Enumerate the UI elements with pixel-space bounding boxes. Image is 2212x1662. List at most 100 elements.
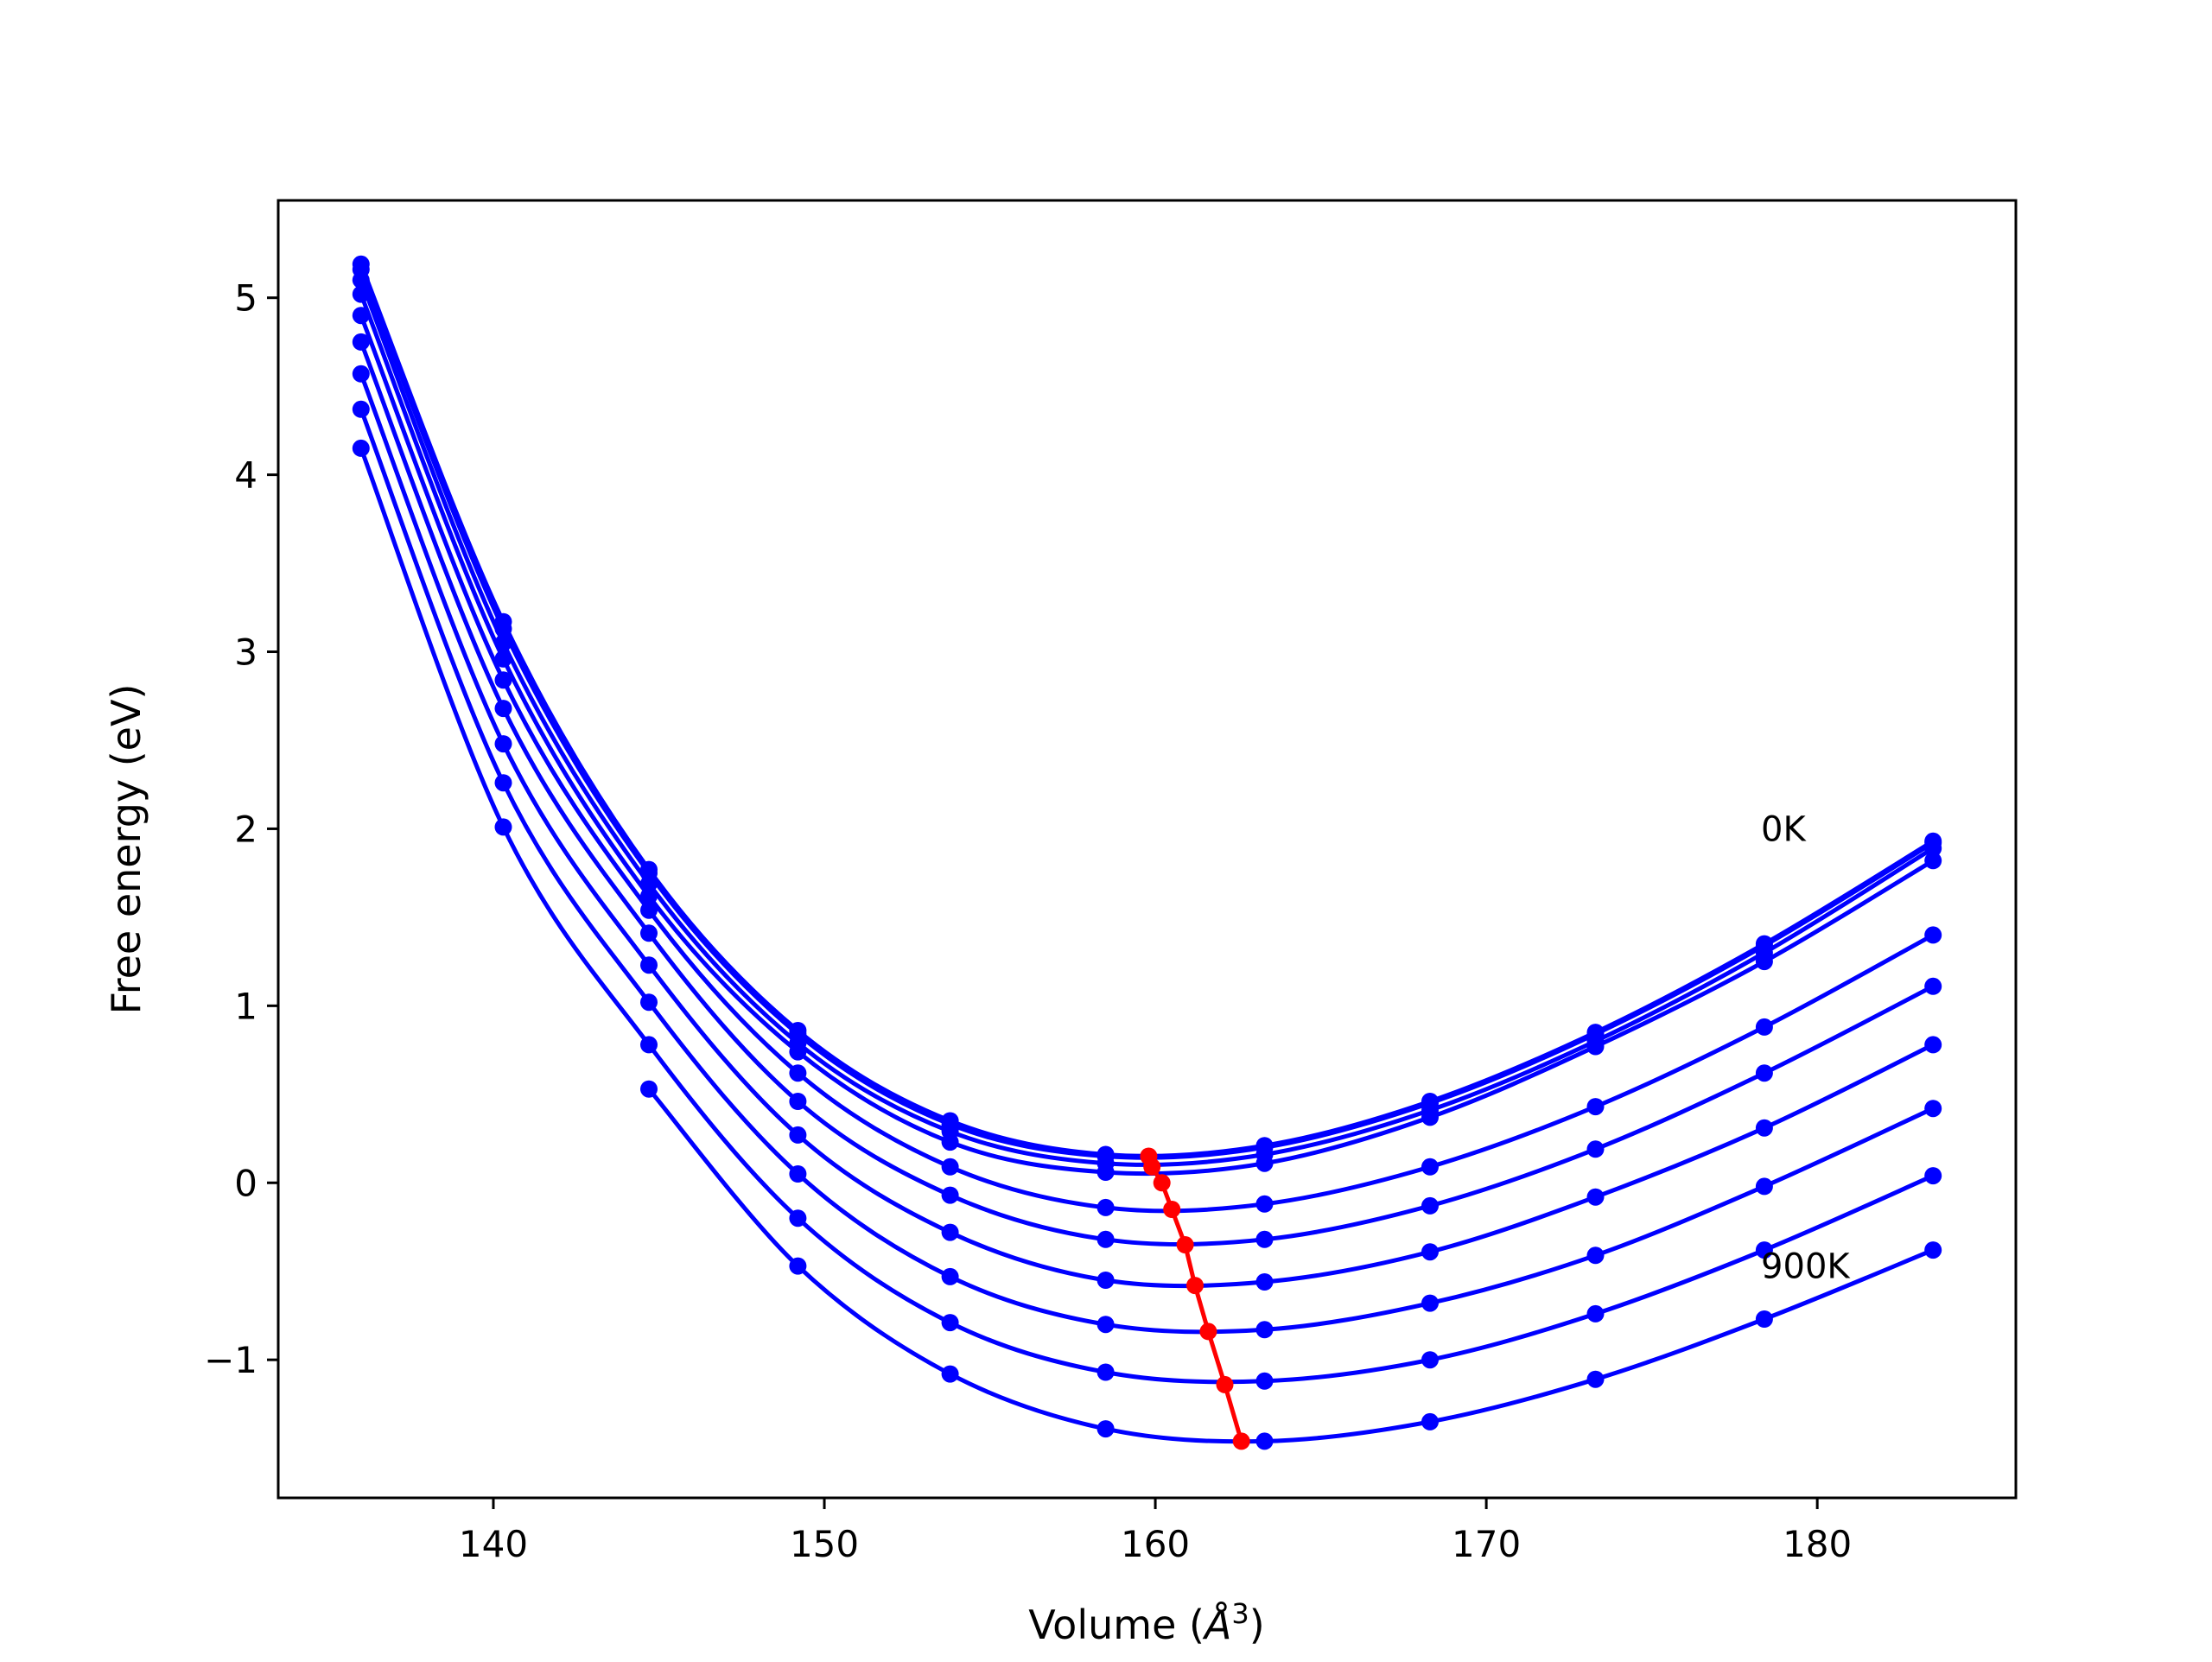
series-6-line [359,340,1935,1246]
series-5-point-8 [1421,1158,1439,1176]
series-6-point-3 [640,924,658,942]
series-4-point-7 [1255,1154,1274,1172]
series-9-point-8 [1421,1351,1439,1369]
series-10-point-6 [1421,1412,1439,1430]
series-4-point-11 [1924,852,1942,870]
y-tick-label: 1 [234,985,257,1027]
series-4-point-2 [494,650,512,668]
series-9-point-4 [789,1209,807,1227]
series-8-point-1 [352,400,370,418]
series-7-line [359,372,1935,1289]
x-tick-label: 150 [790,1523,859,1565]
series-8-point-6 [1096,1316,1115,1334]
series-9-point-3 [640,1036,658,1054]
series-7-point-11 [1924,1036,1942,1054]
y-tick-label: 2 [234,808,257,850]
series-6-point-5 [941,1186,959,1204]
series-7-point-6 [1096,1272,1115,1289]
annotations-layer: 0K 900K [1761,809,1851,1286]
plot-frame [276,199,2018,1500]
series-9-point-7 [1255,1372,1274,1390]
series-6-point-7 [1255,1230,1274,1248]
series-5-point-11 [1924,926,1942,944]
minima-point-7 [1199,1323,1217,1341]
series-7-point-9 [1586,1188,1605,1206]
series-6-point-2 [494,700,512,718]
series-7-point-10 [1755,1119,1773,1137]
series-5-point-5 [941,1158,959,1176]
points-layer [352,255,1942,1450]
annotation-label: 900K [1761,1247,1851,1287]
minima-point-5 [1176,1236,1194,1253]
series-3-point-1 [352,271,370,289]
minima-point-3 [1153,1174,1171,1192]
x-axis-label-symbol: Å [1202,1602,1231,1648]
series-5-point-3 [640,901,658,919]
series-8-point-4 [789,1165,807,1183]
series-9-point-11 [1924,1167,1942,1185]
series-3-point-11 [1924,840,1942,857]
x-axis-label: Volume (Å3) [1028,1597,1264,1648]
series-10-point-7 [1586,1370,1605,1388]
series-10-point-8 [1755,1310,1773,1328]
y-tick-label: −1 [204,1339,257,1381]
series-2-line [359,268,1935,1160]
series-10-point-1 [640,1080,658,1098]
minima-point-2 [1143,1158,1161,1176]
series-5-line [359,314,1935,1214]
series-3-line [359,279,1935,1167]
series-5-point-4 [789,1064,807,1082]
annotation-label: 0K [1761,809,1807,849]
series-4-point-10 [1755,953,1773,971]
x-axis-label-exponent: 3 [1231,1597,1249,1630]
series-8-point-2 [494,774,512,792]
x-tick-label: 170 [1452,1523,1521,1565]
minima-point-9 [1232,1432,1250,1450]
series-8-point-7 [1255,1321,1274,1339]
x-axis-label-text: Volume ( [1028,1602,1205,1648]
series-4-point-8 [1421,1108,1439,1126]
series-10-point-2 [789,1257,807,1275]
series-9-point-1 [352,439,370,457]
minima-layer [1140,1147,1250,1450]
minima-point-6 [1186,1277,1204,1295]
series-4-point-3 [640,887,658,905]
series-6-point-10 [1755,1064,1773,1082]
series-7-point-2 [494,735,512,753]
series-6-point-9 [1586,1140,1605,1158]
series-4-point-9 [1586,1037,1605,1056]
series-9-point-5 [941,1314,959,1332]
series-4-line [359,293,1935,1177]
series-5-point-1 [352,307,370,325]
series-5-point-6 [1096,1198,1115,1216]
series-5-point-10 [1755,1018,1773,1036]
series-6-point-6 [1096,1230,1115,1248]
series-9-point-6 [1096,1363,1115,1381]
series-7-point-3 [640,956,658,974]
series-4-point-1 [352,285,370,303]
series-5-point-9 [1586,1098,1605,1116]
series-8-line [359,408,1935,1335]
series-9-point-10 [1755,1241,1773,1259]
series-9-point-2 [494,818,512,836]
series-7-point-8 [1421,1243,1439,1261]
series-5-point-2 [494,671,512,689]
series-10-point-5 [1255,1432,1274,1450]
series-8-point-3 [640,993,658,1012]
minima-point-4 [1163,1201,1181,1218]
series-8-point-8 [1421,1294,1439,1312]
y-tick-label: 0 [234,1162,257,1204]
series-6-point-1 [352,333,370,351]
series-10-point-4 [1096,1420,1115,1438]
series-10-point-3 [941,1365,959,1383]
series-6-point-8 [1421,1196,1439,1215]
y-tick-label: 5 [234,277,257,320]
series-3-point-3 [640,875,658,892]
series-9-point-9 [1586,1304,1605,1323]
series-7-point-5 [941,1223,959,1241]
y-axis-ticks: −1 0 1 2 3 4 5 [204,277,278,1381]
series-7-point-7 [1255,1273,1274,1291]
x-tick-label: 180 [1783,1523,1852,1565]
